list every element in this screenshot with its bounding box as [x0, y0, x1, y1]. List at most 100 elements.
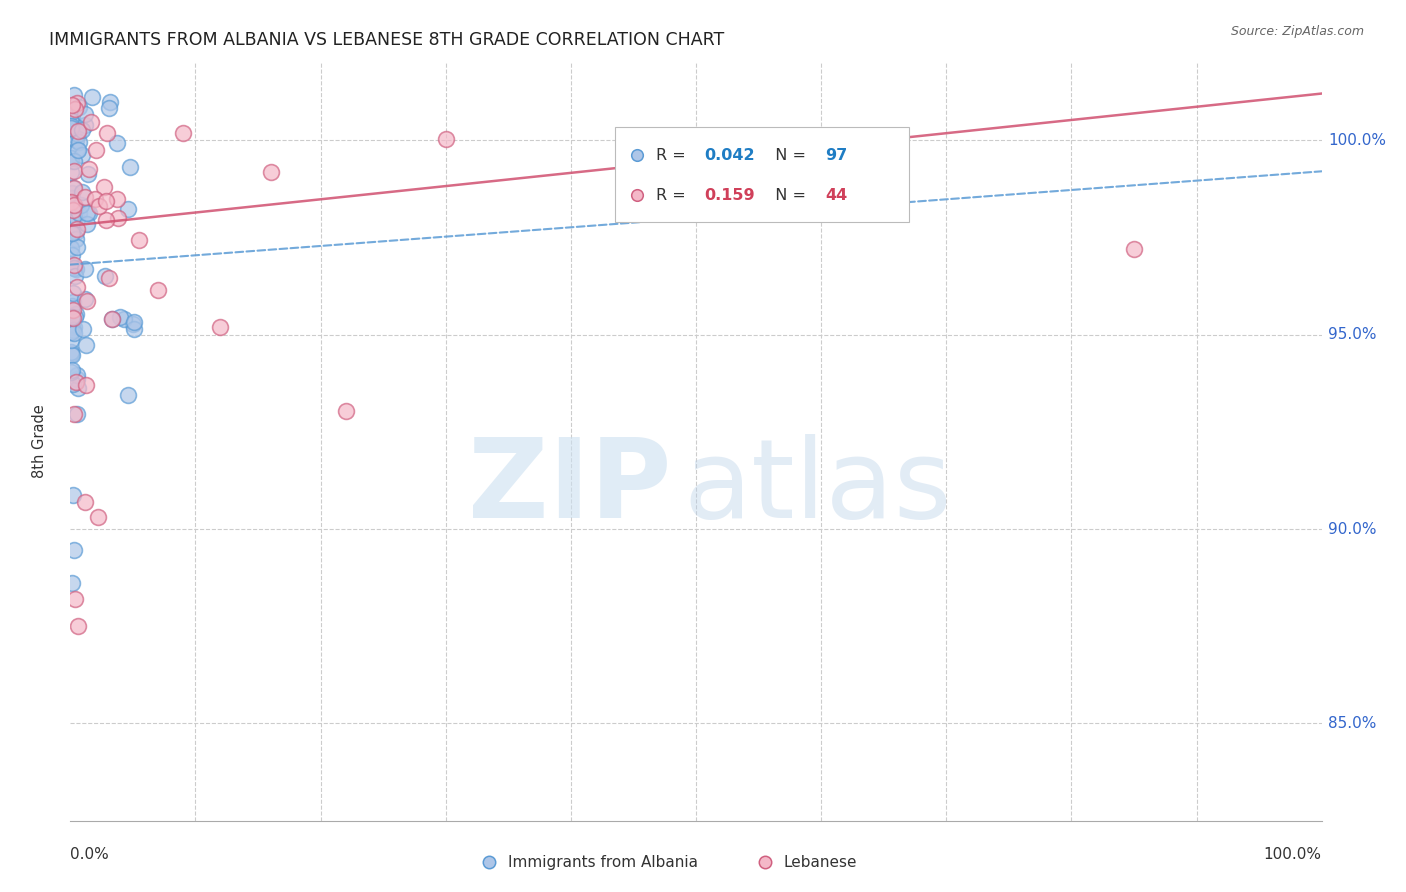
Point: [60, 248, 83, 262]
Text: 90.0%: 90.0%: [1327, 522, 1376, 536]
Point: [110, 310, 132, 325]
Point: [101, 311, 124, 326]
Point: [59, 334, 82, 348]
Text: 0.159: 0.159: [704, 187, 755, 202]
Text: 95.0%: 95.0%: [1327, 327, 1376, 343]
Text: N =: N =: [765, 187, 811, 202]
Point: [80, 114, 103, 128]
Point: [209, 319, 232, 334]
Point: [60, 186, 83, 201]
Point: [60, 227, 83, 241]
Point: [65, 376, 87, 390]
Point: [75, 261, 97, 276]
Point: [63, 260, 86, 275]
Point: [75, 338, 97, 352]
Point: [96, 126, 118, 140]
Point: [66, 368, 89, 383]
Point: [65, 225, 87, 239]
Point: [66, 211, 89, 226]
Point: [62, 488, 84, 502]
Point: [84, 143, 107, 157]
Point: [66, 372, 89, 386]
Point: [63, 542, 86, 557]
Point: [75, 495, 97, 509]
Point: [60, 310, 83, 325]
Point: [66, 143, 89, 157]
Point: [60, 153, 83, 168]
Point: [77, 167, 100, 181]
Point: [59, 151, 82, 165]
FancyBboxPatch shape: [614, 127, 908, 221]
Point: [120, 160, 142, 174]
Point: [59, 127, 82, 141]
Point: [94, 194, 117, 208]
Point: [63, 88, 86, 103]
Point: [63, 258, 86, 272]
Point: [89, 199, 111, 213]
Point: [62, 376, 84, 391]
Point: [117, 202, 139, 216]
Point: [67, 100, 90, 114]
Point: [75, 378, 97, 392]
Point: [63, 164, 86, 178]
Point: [63, 310, 86, 325]
Text: R =: R =: [657, 148, 690, 163]
Point: [59, 114, 82, 128]
Point: [128, 233, 150, 247]
Point: [60, 575, 83, 590]
Point: [105, 136, 128, 150]
Point: [63, 102, 86, 116]
Point: [62, 104, 84, 119]
Point: [67, 381, 90, 395]
Point: [172, 126, 194, 140]
Text: 44: 44: [825, 187, 846, 202]
Point: [59, 194, 82, 209]
Point: [66, 123, 89, 137]
Text: ZIP: ZIP: [468, 434, 671, 541]
Text: Immigrants from Albania: Immigrants from Albania: [509, 855, 699, 870]
Point: [60, 226, 83, 240]
Point: [67, 135, 90, 149]
Point: [96, 213, 118, 227]
Point: [66, 222, 89, 236]
Point: [434, 132, 457, 146]
Point: [62, 295, 84, 310]
Text: Lebanese: Lebanese: [783, 855, 858, 870]
Point: [62, 326, 84, 340]
Text: 100.0%: 100.0%: [1327, 133, 1386, 148]
Point: [259, 164, 281, 178]
Point: [60, 121, 83, 136]
Point: [62, 104, 84, 119]
Point: [59, 257, 82, 271]
Point: [121, 317, 143, 331]
Point: [62, 202, 84, 217]
Point: [80, 90, 103, 104]
Point: [84, 192, 107, 206]
Point: [1122, 243, 1144, 257]
Point: [76, 206, 98, 220]
Point: [62, 310, 84, 325]
Point: [60, 320, 83, 334]
Point: [66, 128, 89, 142]
Point: [66, 142, 89, 156]
Point: [70, 122, 93, 136]
Point: [63, 592, 86, 607]
Text: atlas: atlas: [683, 434, 952, 541]
Point: [98, 95, 121, 109]
Point: [86, 510, 108, 524]
Point: [335, 404, 357, 418]
Text: 97: 97: [825, 148, 846, 163]
Point: [73, 107, 96, 121]
Point: [65, 133, 87, 147]
Point: [73, 118, 96, 132]
Point: [59, 347, 82, 361]
Text: R =: R =: [657, 187, 690, 202]
Point: [97, 270, 120, 285]
Point: [60, 260, 83, 274]
Point: [60, 98, 83, 112]
Point: [76, 293, 98, 308]
Point: [60, 365, 83, 379]
Text: IMMIGRANTS FROM ALBANIA VS LEBANESE 8TH GRADE CORRELATION CHART: IMMIGRANTS FROM ALBANIA VS LEBANESE 8TH …: [49, 31, 724, 49]
Point: [62, 302, 84, 317]
Point: [76, 217, 98, 231]
